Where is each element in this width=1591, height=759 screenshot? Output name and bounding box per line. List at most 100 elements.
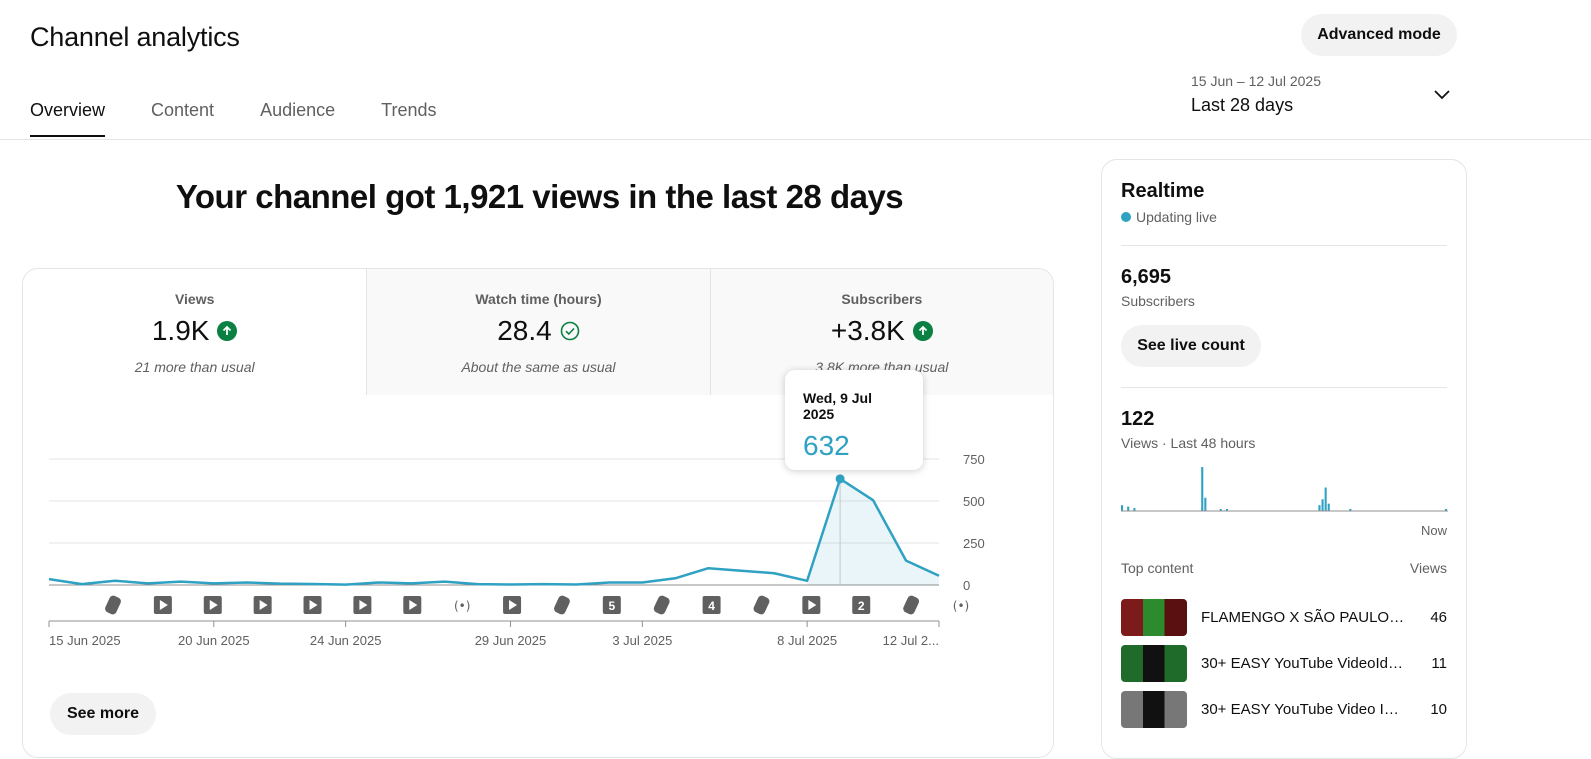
realtime-status: Updating live — [1136, 209, 1217, 225]
tooltip-date: Wed, 9 Jul 2025 — [803, 390, 872, 422]
play-icon — [309, 600, 318, 610]
overview-chart-card: Views 1.9K 21 more than usual Watch time… — [22, 268, 1054, 758]
video-thumbnail — [1121, 690, 1187, 728]
video-thumbnail — [1121, 644, 1187, 682]
top-content-item[interactable]: FLAMENGO X SÃO PAULO AO VIVO 46 — [1121, 594, 1447, 640]
tab-audience[interactable]: Audience — [260, 100, 336, 120]
grouped-marker-count: 4 — [708, 599, 715, 613]
metric-views[interactable]: Views 1.9K 21 more than usual — [23, 269, 367, 395]
x-tick-label: 24 Jun 2025 — [310, 633, 382, 648]
top-content-list: FLAMENGO X SÃO PAULO AO VIVO 46 30+ EASY… — [1121, 594, 1447, 732]
metric-value: 1.9K — [151, 315, 210, 346]
subscriber-label: Subscribers — [1121, 293, 1195, 309]
metric-label: Subscribers — [841, 291, 923, 307]
realtime-bar — [1324, 487, 1327, 511]
date-range-label: Last 28 days — [1191, 95, 1294, 115]
top-content-item[interactable]: 30+ EASY YouTube VideoIdeas 11 — [1121, 640, 1447, 686]
series-line — [48, 477, 940, 586]
date-range-selector[interactable]: 15 Jun – 12 Jul 2025 Last 28 days — [1191, 73, 1451, 123]
metric-label: Views — [174, 291, 215, 307]
top-content-item[interactable]: 30+ EASY YouTube Video Ideas 10 — [1121, 686, 1447, 732]
play-icon — [509, 600, 518, 610]
divider — [1121, 387, 1447, 388]
realtime-bar — [1327, 503, 1330, 511]
arrow-up-icon — [912, 321, 933, 341]
realtime-bar — [1127, 506, 1130, 511]
live-marker-icon: (•) — [454, 599, 470, 613]
subscriber-count: 6,695 — [1121, 266, 1172, 288]
live-dot-icon — [1121, 212, 1131, 222]
x-tick-label: 29 Jun 2025 — [475, 633, 547, 648]
play-icon — [409, 600, 418, 610]
grouped-marker-icon — [852, 596, 871, 614]
play-icon — [209, 600, 218, 610]
views-line-chart[interactable]: 750 500 250 0 (•) 5 4 2 (•) 15 Jun 2025 20 Jun 202… — [23, 395, 1054, 675]
see-live-count-button[interactable]: See live count — [1121, 325, 1261, 367]
top-content-label: Top content — [1121, 560, 1194, 576]
tab-trends[interactable]: Trends — [381, 100, 437, 120]
y-tick-label: 250 — [963, 536, 985, 551]
check-circle-icon — [560, 321, 580, 341]
x-tick-label: 3 Jul 2025 — [612, 633, 672, 648]
video-views: 46 — [1430, 608, 1447, 626]
metric-label: Watch time (hours) — [475, 291, 602, 307]
play-icon — [808, 600, 817, 610]
realtime-bar — [1321, 499, 1324, 511]
x-tick-label: 15 Jun 2025 — [49, 633, 121, 648]
play-icon — [359, 600, 368, 610]
video-views: 10 — [1430, 700, 1447, 718]
divider — [1121, 245, 1447, 246]
x-tick-label: 8 Jul 2025 — [777, 633, 837, 648]
video-views: 11 — [1431, 654, 1447, 672]
live-marker-icon: (•) — [953, 599, 969, 613]
video-title: 30+ EASY YouTube Video Ideas — [1201, 700, 1407, 718]
grouped-marker-icon — [702, 596, 721, 614]
realtime-panel: Realtime Updating live 6,695 Subscribers… — [1101, 159, 1467, 759]
realtime-bar — [1225, 509, 1228, 511]
realtime-bar — [1204, 497, 1207, 511]
metric-note: About the same as usual — [461, 359, 616, 375]
summary-headline: Your channel got 1,921 views in the last… — [175, 178, 904, 215]
x-tick-label: 12 Jul 2... — [883, 633, 939, 648]
shorts-marker-icon — [554, 595, 570, 615]
grouped-marker-count: 5 — [608, 599, 615, 613]
video-title: FLAMENGO X SÃO PAULO AO VIVO — [1201, 608, 1407, 626]
realtime-bar — [1219, 509, 1222, 511]
play-icon — [159, 600, 168, 610]
shorts-marker-icon — [105, 595, 121, 615]
tooltip-value: 632 — [803, 430, 850, 461]
realtime-views-label: Views · Last 48 hours — [1121, 435, 1256, 451]
realtime-bar-chart[interactable] — [1121, 463, 1448, 515]
advanced-mode-button[interactable]: Advanced mode — [1301, 14, 1457, 56]
tab-bar: Overview Content Audience Trends — [30, 100, 482, 137]
metric-watch-time[interactable]: Watch time (hours) 28.4 About the same a… — [366, 269, 710, 395]
realtime-title: Realtime — [1121, 180, 1205, 202]
shorts-marker-icon — [903, 595, 920, 615]
metric-note: 21 more than usual — [134, 359, 255, 375]
y-tick-label: 500 — [963, 494, 985, 509]
shorts-marker-icon — [653, 595, 670, 615]
x-tick-label: 20 Jun 2025 — [178, 633, 250, 648]
realtime-views-count: 122 — [1121, 408, 1155, 430]
tab-content[interactable]: Content — [151, 100, 215, 120]
realtime-bar — [1133, 508, 1136, 511]
see-more-button[interactable]: See more — [50, 693, 156, 735]
area-fill — [807, 478, 939, 585]
video-title: 30+ EASY YouTube VideoIdeas — [1201, 654, 1407, 672]
grouped-marker-icon — [602, 596, 621, 614]
play-icon — [259, 600, 268, 610]
realtime-bar — [1318, 505, 1321, 511]
views-column-label: Views — [1409, 560, 1447, 576]
metric-value: 28.4 — [497, 315, 552, 346]
now-label: Now — [1420, 523, 1447, 538]
highlight-point — [835, 474, 845, 484]
tab-overview[interactable]: Overview — [30, 100, 106, 137]
realtime-bar — [1349, 509, 1352, 511]
page-title: Channel analytics — [30, 22, 240, 52]
video-thumbnail — [1121, 598, 1187, 636]
chart-tooltip: Wed, 9 Jul 2025 632 — [785, 370, 923, 470]
realtime-bar — [1121, 505, 1124, 511]
arrow-up-icon — [217, 321, 238, 341]
chevron-down-icon — [1434, 90, 1450, 100]
realtime-bar — [1201, 467, 1204, 511]
